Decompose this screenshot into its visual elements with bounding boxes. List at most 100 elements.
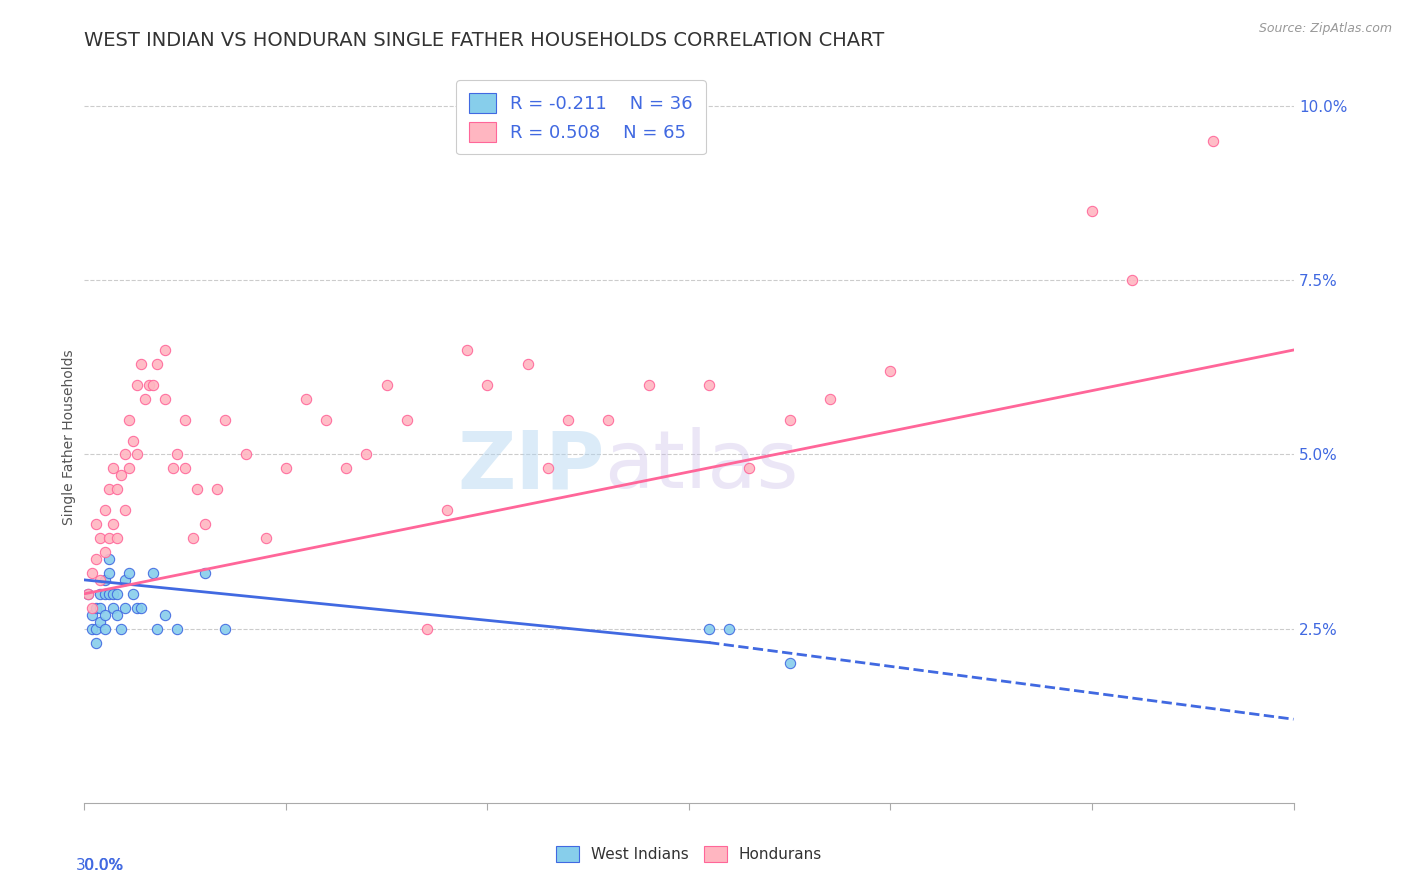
Point [118, 566, 141, 580]
Point [77, 587, 100, 601]
Point [697, 377, 720, 392]
Point [456, 343, 478, 357]
Point [93, 503, 115, 517]
Point [335, 461, 357, 475]
Point [129, 357, 152, 371]
Text: atlas: atlas [605, 427, 799, 506]
Point [138, 377, 160, 392]
Point [295, 392, 318, 406]
Point [153, 343, 176, 357]
Point [86, 552, 108, 566]
Point [738, 461, 761, 475]
Point [637, 377, 659, 392]
Point [82, 607, 104, 622]
Point [105, 531, 128, 545]
Point [114, 503, 136, 517]
Point [697, 622, 720, 636]
Point [93, 622, 115, 636]
Point [89, 573, 111, 587]
Point [142, 377, 165, 392]
Y-axis label: Single Father Households: Single Father Households [62, 350, 76, 524]
Point [194, 517, 217, 532]
Point [89, 615, 111, 629]
Point [537, 461, 560, 475]
Point [1202, 134, 1225, 148]
Point [142, 566, 165, 580]
Text: 0.0%: 0.0% [84, 858, 124, 872]
Point [718, 622, 741, 636]
Point [82, 622, 104, 636]
Point [93, 545, 115, 559]
Point [557, 412, 579, 426]
Point [97, 483, 120, 497]
Point [598, 412, 620, 426]
Text: 30.0%: 30.0% [76, 858, 125, 872]
Point [93, 607, 115, 622]
Point [436, 503, 458, 517]
Legend: West Indians, Hondurans: West Indians, Hondurans [550, 840, 828, 868]
Point [125, 600, 148, 615]
Point [118, 412, 141, 426]
Point [89, 587, 111, 601]
Point [97, 566, 120, 580]
Point [129, 600, 152, 615]
Point [818, 392, 841, 406]
Point [134, 392, 156, 406]
Point [186, 483, 208, 497]
Point [86, 635, 108, 649]
Point [93, 587, 115, 601]
Point [121, 434, 143, 448]
Text: Source: ZipAtlas.com: Source: ZipAtlas.com [1258, 22, 1392, 36]
Point [194, 566, 217, 580]
Point [146, 622, 169, 636]
Point [315, 412, 337, 426]
Point [101, 461, 124, 475]
Point [86, 622, 108, 636]
Point [118, 461, 141, 475]
Point [77, 587, 100, 601]
Point [82, 566, 104, 580]
Point [86, 600, 108, 615]
Point [101, 517, 124, 532]
Point [97, 531, 120, 545]
Text: WEST INDIAN VS HONDURAN SINGLE FATHER HOUSEHOLDS CORRELATION CHART: WEST INDIAN VS HONDURAN SINGLE FATHER HO… [84, 31, 884, 50]
Point [114, 573, 136, 587]
Point [153, 607, 176, 622]
Point [516, 357, 538, 371]
Point [1081, 203, 1104, 218]
Point [207, 483, 229, 497]
Point [166, 622, 188, 636]
Point [235, 448, 257, 462]
Point [125, 377, 148, 392]
Point [162, 461, 184, 475]
Point [1121, 273, 1143, 287]
Point [254, 531, 277, 545]
Point [97, 552, 120, 566]
Point [181, 531, 204, 545]
Point [779, 412, 801, 426]
Point [86, 517, 108, 532]
Point [114, 448, 136, 462]
Point [125, 448, 148, 462]
Point [214, 622, 236, 636]
Point [477, 377, 499, 392]
Point [110, 622, 132, 636]
Point [105, 483, 128, 497]
Point [174, 412, 197, 426]
Point [110, 468, 132, 483]
Point [93, 573, 115, 587]
Point [105, 607, 128, 622]
Point [214, 412, 236, 426]
Point [375, 377, 398, 392]
Point [779, 657, 801, 671]
Point [879, 364, 901, 378]
Point [97, 587, 120, 601]
Point [356, 448, 378, 462]
Text: ZIP: ZIP [457, 427, 605, 506]
Point [166, 448, 188, 462]
Point [174, 461, 197, 475]
Point [416, 622, 439, 636]
Point [274, 461, 297, 475]
Point [114, 600, 136, 615]
Point [101, 600, 124, 615]
